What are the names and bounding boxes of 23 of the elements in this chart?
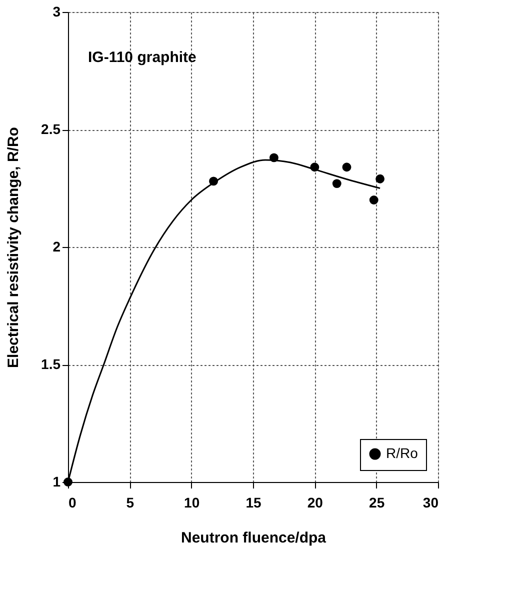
legend-label: R/Ro bbox=[386, 445, 418, 461]
x-tick-label: 5 bbox=[126, 494, 134, 510]
x-tick-label: 25 bbox=[369, 494, 385, 510]
x-tick-label: 0 bbox=[68, 494, 76, 510]
x-tick-label: 15 bbox=[246, 494, 262, 510]
y-axis-title: Electrical resistivity change, R/Ro bbox=[5, 127, 22, 368]
point bbox=[310, 162, 320, 172]
y-tick-label: 1.5 bbox=[41, 356, 61, 372]
point bbox=[369, 196, 378, 204]
point bbox=[332, 179, 342, 188]
point bbox=[376, 174, 385, 184]
annotation: IG-110 graphite bbox=[88, 49, 196, 66]
x-tick-label: 10 bbox=[184, 494, 200, 510]
x-axis-title: Neutron fluence/dpa bbox=[180, 530, 327, 546]
y-tick-label: 2.5 bbox=[41, 121, 61, 137]
point bbox=[209, 176, 218, 186]
y-tick-label: 1 bbox=[52, 474, 61, 490]
point bbox=[269, 153, 278, 162]
y-tick-label: 3 bbox=[52, 4, 61, 20]
x-tick-label: 30 bbox=[422, 494, 439, 510]
y-tick-label: 2 bbox=[52, 238, 61, 254]
point bbox=[342, 162, 352, 172]
x-tick-label: 20 bbox=[307, 494, 324, 510]
